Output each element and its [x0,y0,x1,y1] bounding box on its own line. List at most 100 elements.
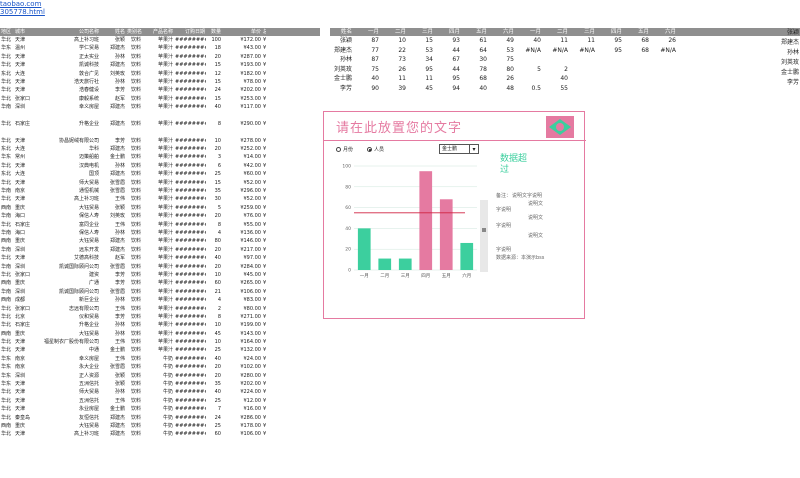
cell[interactable]: ¥76.00 [243,213,262,220]
cell[interactable]: 华北 [1,162,12,169]
cell[interactable]: 饮料 [130,330,141,337]
cell[interactable]: 53 [506,46,514,54]
cell[interactable]: ¥117.00 [240,104,261,111]
cell[interactable]: 华东 [1,355,12,362]
cell[interactable]: ¥15,900.00 [263,280,266,287]
cell[interactable]: 富同企业 [78,221,99,228]
cell[interactable]: 汉典电机 [78,162,99,169]
cell[interactable]: ######### [175,95,206,102]
cell[interactable] [14,112,36,120]
cell[interactable]: 苹果汁 [157,339,173,346]
cell[interactable]: 饮料 [130,431,141,438]
cell[interactable]: 5 [217,204,221,211]
cell[interactable]: 牛奶 [162,372,173,379]
cell[interactable]: 苹果汁 [157,70,173,77]
cell[interactable]: 25 [214,397,221,404]
cell[interactable]: 牛奶 [162,422,173,429]
cell[interactable]: 华南 [1,288,12,295]
cell[interactable]: 53 [425,46,433,54]
cell[interactable] [624,55,651,65]
cell[interactable]: 牛奶 [162,364,173,371]
cell[interactable]: 张颖 [114,204,125,211]
cell[interactable]: 15 [425,37,433,44]
cell[interactable]: 华北 [1,221,12,228]
cell[interactable]: 华北 [1,347,12,354]
cell[interactable]: ¥774.00 [263,45,266,52]
cell[interactable]: 凯诚科技 [78,62,99,69]
cell[interactable]: 订购日期 [184,29,205,35]
cell[interactable]: 李芳 [114,271,125,278]
cell[interactable]: ¥217.00 [240,246,261,253]
cell[interactable]: 中通 [88,347,99,354]
cell[interactable]: 饮料 [130,95,141,102]
cell[interactable]: 苹果汁 [157,263,173,270]
cell[interactable]: 华北 [1,431,12,438]
cell[interactable]: 天津 [15,406,26,413]
cell[interactable]: 姓名 [340,29,352,35]
cell[interactable]: 张雪眉 [109,188,125,195]
cell[interactable]: 55 [560,84,568,92]
cell[interactable]: ######### [175,37,206,43]
cell[interactable]: 饮料 [130,406,141,413]
cell[interactable]: ######### [175,62,206,69]
cell[interactable]: #N/A [660,46,676,54]
cell[interactable] [651,84,678,94]
cell[interactable]: ######### [175,431,206,438]
cell[interactable]: 苹果汁 [157,104,173,111]
cell[interactable]: ¥6,864.00 [263,414,266,421]
cell[interactable]: 天津 [15,137,26,144]
cell[interactable]: 35 [214,188,221,195]
cell[interactable]: 苹果汁 [157,62,173,69]
cell[interactable]: 苹果汁 [157,45,173,52]
cell[interactable]: 凯诚国际顾问公司 [58,288,99,295]
cell[interactable]: ¥224.00 [240,389,261,396]
cell[interactable]: 郑建杰 [109,62,125,69]
cell[interactable]: 40 [479,84,487,92]
cell[interactable]: 深圳 [15,246,26,253]
cell[interactable]: 一月 [367,29,379,35]
cell[interactable]: ######### [175,288,206,295]
radio-month[interactable]: 月份 [336,146,353,153]
cell[interactable]: 10 [214,271,221,278]
cell[interactable]: 华北 [1,62,12,69]
cell[interactable]: 升格企业 [78,120,99,127]
cell[interactable]: 40 [214,104,221,111]
cell[interactable]: ¥5,600.00 [263,372,266,379]
cell[interactable]: ¥172.00 [240,37,261,43]
radio-person[interactable]: 人员 [367,146,384,153]
cell[interactable]: 10 [214,137,221,144]
cell[interactable]: 饮料 [130,78,141,85]
cell[interactable]: ¥3,795.00 [263,95,266,102]
cell[interactable]: 郑建杰 [109,246,125,253]
cell[interactable] [36,112,100,120]
cell[interactable]: ¥271.00 [240,313,261,320]
cell[interactable]: 华北 [1,322,12,329]
cell[interactable]: 45 [425,84,433,92]
cell[interactable] [14,128,36,136]
cell[interactable]: 饮料 [130,179,141,186]
cell[interactable]: 幸义房屋 [78,355,99,362]
cell[interactable]: ######### [175,246,206,253]
cell[interactable]: 金士鹏 [109,406,125,413]
cell[interactable]: ¥1,170.00 [263,78,266,85]
cell[interactable]: ¥2,226.00 [263,288,266,295]
cell[interactable]: 郑建杰 [109,45,125,52]
cell[interactable]: 苹果汁 [157,188,173,195]
cell[interactable] [651,55,678,65]
cell[interactable]: 牛奶 [162,381,173,388]
cell[interactable]: ¥24.00 [243,355,262,362]
cell[interactable]: 饮料 [130,389,141,396]
cell[interactable]: 天津 [15,53,26,60]
cell[interactable]: 苹果汁 [157,171,173,178]
cell[interactable]: ¥2,320.00 [263,120,266,127]
cell[interactable]: 饮料 [130,137,141,144]
cell[interactable]: 保信人寿 [78,213,99,220]
cell[interactable]: 高上补习班 [73,37,99,43]
cell[interactable]: 苹果汁 [157,120,173,127]
cell[interactable]: 建资 [88,271,99,278]
cell[interactable]: 凯诚国际顾问公司 [58,263,99,270]
cell[interactable]: 天津 [15,162,26,169]
scroll-bar[interactable] [480,200,488,272]
cell[interactable]: 12 [214,70,221,77]
cell[interactable]: #N/A [579,46,595,54]
